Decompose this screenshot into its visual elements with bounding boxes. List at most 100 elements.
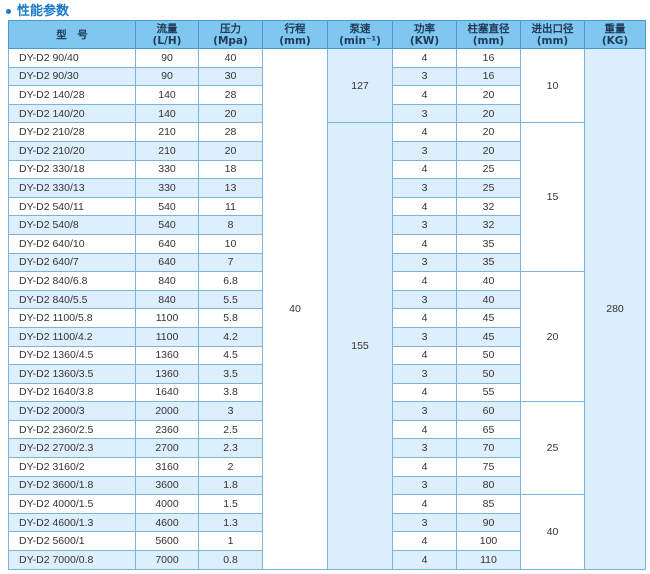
flow-cell: 540 <box>135 196 199 217</box>
pump-speed-cell: 155 <box>327 122 393 570</box>
power-cell: 4 <box>392 494 457 514</box>
header-pressure: 压力 (Mpa) <box>198 20 263 49</box>
section-title-text: 性能参数 <box>17 4 70 19</box>
pressure-cell: 4.2 <box>198 326 263 347</box>
flow-cell: 840 <box>135 289 199 310</box>
pressure-cell: 2 <box>198 457 263 477</box>
table-row: DY-D2 2700/2.3 2700 2.3 3 70 <box>8 438 646 459</box>
pressure-cell: 8 <box>198 215 263 235</box>
table-row: DY-D2 640/10 640 10 4 35 <box>8 233 646 254</box>
plunger-diameter-cell: 85 <box>456 494 521 514</box>
plunger-diameter-cell: 100 <box>456 531 521 552</box>
model-cell: DY-D2 210/20 <box>8 140 136 161</box>
power-cell: 3 <box>392 103 457 124</box>
header-label: 压力 <box>220 22 241 35</box>
power-cell: 4 <box>392 233 457 254</box>
model-cell: DY-D2 640/10 <box>8 233 136 254</box>
power-cell: 3 <box>392 252 457 273</box>
flow-cell: 640 <box>135 252 199 273</box>
flow-cell: 330 <box>135 178 199 198</box>
plunger-diameter-cell: 40 <box>456 289 521 310</box>
power-cell: 3 <box>392 475 457 496</box>
pressure-cell: 3.5 <box>198 364 263 384</box>
pressure-cell: 5.5 <box>198 289 263 310</box>
pressure-cell: 1 <box>198 531 263 552</box>
performance-table: 型 号流量 (L/H) 压力 (Mpa) 行程 (mm) 泵速 (min⁻¹) 功率 (KW) 柱塞… <box>8 20 646 570</box>
model-cell: DY-D2 330/13 <box>8 178 136 198</box>
pressure-cell: 10 <box>198 233 263 254</box>
table-row: DY-D2 1100/5.8 1100 5.8 4 45 <box>8 308 646 328</box>
weight-cell: 280 <box>584 48 646 570</box>
plunger-diameter-cell: 20 <box>456 85 521 105</box>
pressure-cell: 4.5 <box>198 345 263 366</box>
model-cell: DY-D2 640/7 <box>8 252 136 273</box>
flow-cell: 840 <box>135 271 199 291</box>
table-row: DY-D2 1640/3.8 1640 3.8 4 55 <box>8 382 646 403</box>
header-plunger-diameter: 柱塞直径 (mm) <box>456 20 521 49</box>
model-cell: DY-D2 4600/1.3 <box>8 512 136 533</box>
flow-cell: 90 <box>135 66 199 87</box>
power-cell: 4 <box>392 85 457 105</box>
plunger-diameter-cell: 75 <box>456 457 521 477</box>
table-row: DY-D2 90/30 90 30 3 16 <box>8 66 646 87</box>
header-unit: (KW) <box>409 34 440 47</box>
power-cell: 4 <box>392 308 457 328</box>
pressure-cell: 2.5 <box>198 419 263 440</box>
table-row: DY-D2 140/20 140 20 3 20 <box>8 103 646 124</box>
model-cell: DY-D2 840/5.5 <box>8 289 136 310</box>
model-cell: DY-D2 330/18 <box>8 159 136 180</box>
plunger-diameter-cell: 16 <box>456 66 521 87</box>
plunger-diameter-cell: 110 <box>456 550 521 570</box>
header-unit: (mm) <box>279 34 311 47</box>
header-unit: (mm) <box>536 34 569 47</box>
table-row: DY-D2 330/18 330 18 4 25 <box>8 159 646 180</box>
power-cell: 4 <box>392 122 457 142</box>
flow-cell: 3600 <box>135 475 199 496</box>
pressure-cell: 2.3 <box>198 438 263 459</box>
table-row: DY-D2 540/11 540 11 4 32 <box>8 196 646 217</box>
pressure-cell: 3 <box>198 401 263 421</box>
table-row: DY-D2 2000/3 2000 3 3 60 25 <box>8 401 646 496</box>
header-stroke: 行程 (mm) <box>262 20 328 49</box>
flow-cell: 4600 <box>135 512 199 533</box>
power-cell: 3 <box>392 326 457 347</box>
model-cell: DY-D2 1640/3.8 <box>8 382 136 403</box>
plunger-diameter-cell: 32 <box>456 196 521 217</box>
port-diameter-cell: 15 <box>520 122 585 273</box>
header-label: 柱塞直径 <box>467 22 510 35</box>
pressure-cell: 5.8 <box>198 308 263 328</box>
pressure-cell: 1.5 <box>198 494 263 514</box>
plunger-diameter-cell: 35 <box>456 252 521 273</box>
power-cell: 3 <box>392 512 457 533</box>
power-cell: 4 <box>392 550 457 570</box>
plunger-diameter-cell: 45 <box>456 326 521 347</box>
model-cell: DY-D2 1360/3.5 <box>8 364 136 384</box>
power-cell: 4 <box>392 159 457 180</box>
model-cell: DY-D2 840/6.8 <box>8 271 136 291</box>
model-cell: DY-D2 1100/5.8 <box>8 308 136 328</box>
pressure-cell: 20 <box>198 103 263 124</box>
power-cell: 4 <box>392 345 457 366</box>
model-cell: DY-D2 90/30 <box>8 66 136 87</box>
table-row: DY-D2 1100/4.2 1100 4.2 3 45 <box>8 326 646 347</box>
header-port-diameter: 进出口径 (mm) <box>520 20 585 49</box>
plunger-diameter-cell: 40 <box>456 271 521 291</box>
power-cell: 4 <box>392 382 457 403</box>
table-row: DY-D2 5600/1 5600 1 4 100 <box>8 531 646 552</box>
flow-cell: 210 <box>135 122 199 142</box>
table-row: DY-D2 330/13 330 13 3 25 <box>8 178 646 198</box>
table-row: DY-D2 1360/4.5 1360 4.5 4 50 <box>8 345 646 366</box>
table-row: DY-D2 640/7 640 7 3 35 <box>8 252 646 273</box>
flow-cell: 1640 <box>135 382 199 403</box>
section-title: 性能参数 <box>6 0 69 19</box>
pressure-cell: 28 <box>198 85 263 105</box>
model-cell: DY-D2 3600/1.8 <box>8 475 136 496</box>
power-cell: 3 <box>392 140 457 161</box>
plunger-diameter-cell: 45 <box>456 308 521 328</box>
header-weight: 重量 (KG) <box>584 20 646 49</box>
pump-speed-cell: 127 <box>327 47 393 124</box>
pressure-cell: 11 <box>198 196 263 217</box>
power-cell: 3 <box>392 289 457 310</box>
plunger-diameter-cell: 16 <box>456 48 521 68</box>
pressure-cell: 18 <box>198 159 263 180</box>
